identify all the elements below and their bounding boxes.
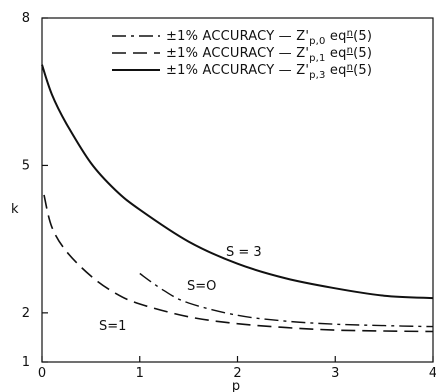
y-axis-label: k <box>11 202 19 217</box>
series-line-s1 <box>43 194 434 333</box>
x-tick-label: 0 <box>38 366 46 381</box>
legend-entry-s3: ±1% ACCURACY — Z'p,3 eqn(5) <box>112 62 372 81</box>
annotation-s0: S=O <box>187 279 216 294</box>
x-tick-label: 4 <box>429 366 436 381</box>
series-line-s3 <box>41 64 434 300</box>
annotation-s3: S = 3 <box>226 245 262 260</box>
x-tick-label: 1 <box>136 366 144 381</box>
y-tick-label: 1 <box>22 355 30 370</box>
series-lines <box>41 64 434 333</box>
x-tick-label: 3 <box>331 366 339 381</box>
legend-entry-s1: ±1% ACCURACY — Z'p,1 eqn(5) <box>112 45 372 64</box>
y-tick-label: 5 <box>22 158 30 173</box>
legend: ±1% ACCURACY — Z'p,0 eqn(5)±1% ACCURACY … <box>112 28 372 81</box>
legend-text: ±1% ACCURACY — Z'p,3 eqn(5) <box>166 62 372 81</box>
legend-text: ±1% ACCURACY — Z'p,0 eqn(5) <box>166 28 372 47</box>
series-line-s0 <box>139 272 434 328</box>
legend-entry-s0: ±1% ACCURACY — Z'p,0 eqn(5) <box>112 28 372 47</box>
legend-text: ±1% ACCURACY — Z'p,1 eqn(5) <box>166 45 372 64</box>
y-tick-label: 2 <box>22 306 30 321</box>
x-axis-label: p <box>232 379 240 392</box>
y-tick-label: 8 <box>22 11 30 26</box>
annotation-s1: S=1 <box>99 319 126 334</box>
x-tick-label: 2 <box>233 366 241 381</box>
